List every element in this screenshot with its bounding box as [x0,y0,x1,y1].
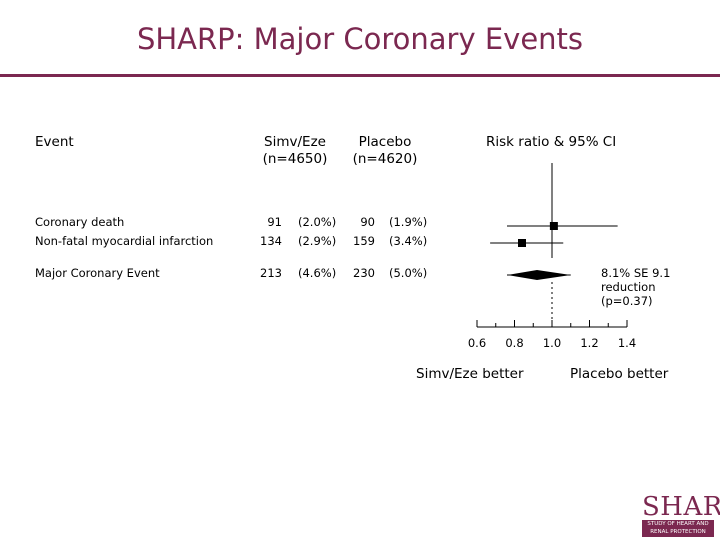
x-tick-label: 1.0 [543,336,561,350]
placebo-better-label: Placebo better [570,366,669,382]
row-coronary-death-placebo-pct: (1.9%) [389,215,428,229]
row-coronary-death-placebo-n: 90 [360,215,375,229]
forest-plot: 0.6 0.8 1.0 1.2 1.4 [468,163,636,350]
logo-wordmark: SHARP [642,492,720,522]
reduction-note-line1: 8.1% SE 9.1 [601,266,671,280]
row-coronary-death-simv-pct: (2.0%) [298,215,337,229]
reduction-note-line2: reduction [601,280,656,294]
x-tick-label: 1.2 [580,336,598,350]
logo-line2: RENAL PROTECTION [650,529,706,535]
x-tick-label: 0.6 [468,336,486,350]
slide-title: SHARP: Major Coronary Events [136,22,584,56]
header-risk-ratio: Risk ratio & 95% CI [486,134,617,150]
row-major-coronary-event-placebo-pct: (5.0%) [389,266,428,280]
header-simv-eze-n: (n=4650) [262,151,328,167]
row-nonfatal-mi-simv-n: 134 [260,234,282,248]
estimate-square [549,222,558,230]
row-label-coronary-death: Coronary death [35,215,125,229]
header-event: Event [35,134,74,150]
x-tick-label: 0.8 [505,336,523,350]
header-placebo-n: (n=4620) [352,151,418,167]
row-nonfatal-mi-placebo-n: 159 [353,234,375,248]
sharp-logo: SHARP STUDY OF HEART AND RENAL PROTECTIO… [640,492,720,540]
row-major-coronary-event-placebo-n: 230 [353,266,375,280]
row-nonfatal-mi-simv-pct: (2.9%) [298,234,337,248]
row-coronary-death-simv-n: 91 [267,215,282,229]
logo-band: STUDY OF HEART AND RENAL PROTECTION [642,520,714,537]
estimate-square [518,239,526,247]
row-label-major-coronary-event: Major Coronary Event [35,266,160,280]
header-placebo-label: Placebo [358,134,412,150]
logo-line1: STUDY OF HEART AND [647,521,709,527]
row-major-coronary-event-simv-pct: (4.6%) [298,266,337,280]
row-label-nonfatal-mi: Non-fatal myocardial infarction [35,234,214,248]
header-simv-eze-label: Simv/Eze [264,134,326,150]
reduction-note: 8.1% SE 9.1 reduction (p=0.37) [601,266,670,308]
estimate-diamond [507,270,571,280]
x-tick-label: 1.4 [618,336,636,350]
simv-eze-better-label: Simv/Eze better [416,366,524,382]
header-placebo: Placebo (n=4620) [335,134,435,168]
reduction-note-line3: (p=0.37) [601,294,653,308]
header-simv-eze: Simv/Eze (n=4650) [245,134,345,168]
row-nonfatal-mi-placebo-pct: (3.4%) [389,234,428,248]
title-divider [0,74,720,77]
row-major-coronary-event-simv-n: 213 [260,266,282,280]
